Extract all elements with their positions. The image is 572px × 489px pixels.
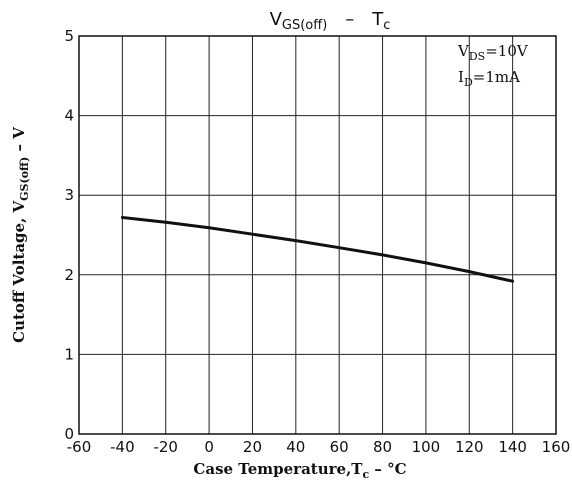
x-tick-label: 20 <box>243 438 262 456</box>
y-tick-label: 5 <box>64 27 74 45</box>
x-tick-label: 80 <box>373 438 392 456</box>
x-axis-label: Case Temperature,Tc – °C <box>193 460 406 481</box>
x-tick-label: 60 <box>330 438 349 456</box>
plot-frame <box>78 35 557 435</box>
y-tick-labels: 0 1 2 3 4 5 <box>64 27 74 443</box>
x-tick-label: -40 <box>110 438 135 456</box>
grid-layer <box>79 36 556 434</box>
y-tick-label: 1 <box>64 345 74 363</box>
condition-id: ID=1mA <box>458 68 520 89</box>
y-tick-label: 4 <box>64 107 74 125</box>
y-tick-label: 0 <box>64 425 74 443</box>
y-axis-label: Cutoff Voltage, VGS(off) – V <box>10 127 31 343</box>
x-tick-label: 140 <box>498 438 527 456</box>
y-tick-label: 3 <box>64 186 74 204</box>
x-tick-label: 40 <box>286 438 305 456</box>
x-tick-label: 100 <box>412 438 441 456</box>
chart-title: VGS(off) – Tc <box>270 9 391 33</box>
x-tick-label: -60 <box>67 438 92 456</box>
series-layer <box>120 216 515 283</box>
x-tick-labels: -60 -40 -20 0 20 40 60 80 100 120 140 160 <box>67 438 571 456</box>
y-tick-label: 2 <box>64 266 74 284</box>
x-tick-label: 120 <box>455 438 484 456</box>
series-line <box>120 216 515 283</box>
x-tick-label: 160 <box>542 438 571 456</box>
x-tick-label: -20 <box>153 438 178 456</box>
condition-vds: VDS=10V <box>457 42 529 63</box>
x-tick-label: 0 <box>204 438 214 456</box>
